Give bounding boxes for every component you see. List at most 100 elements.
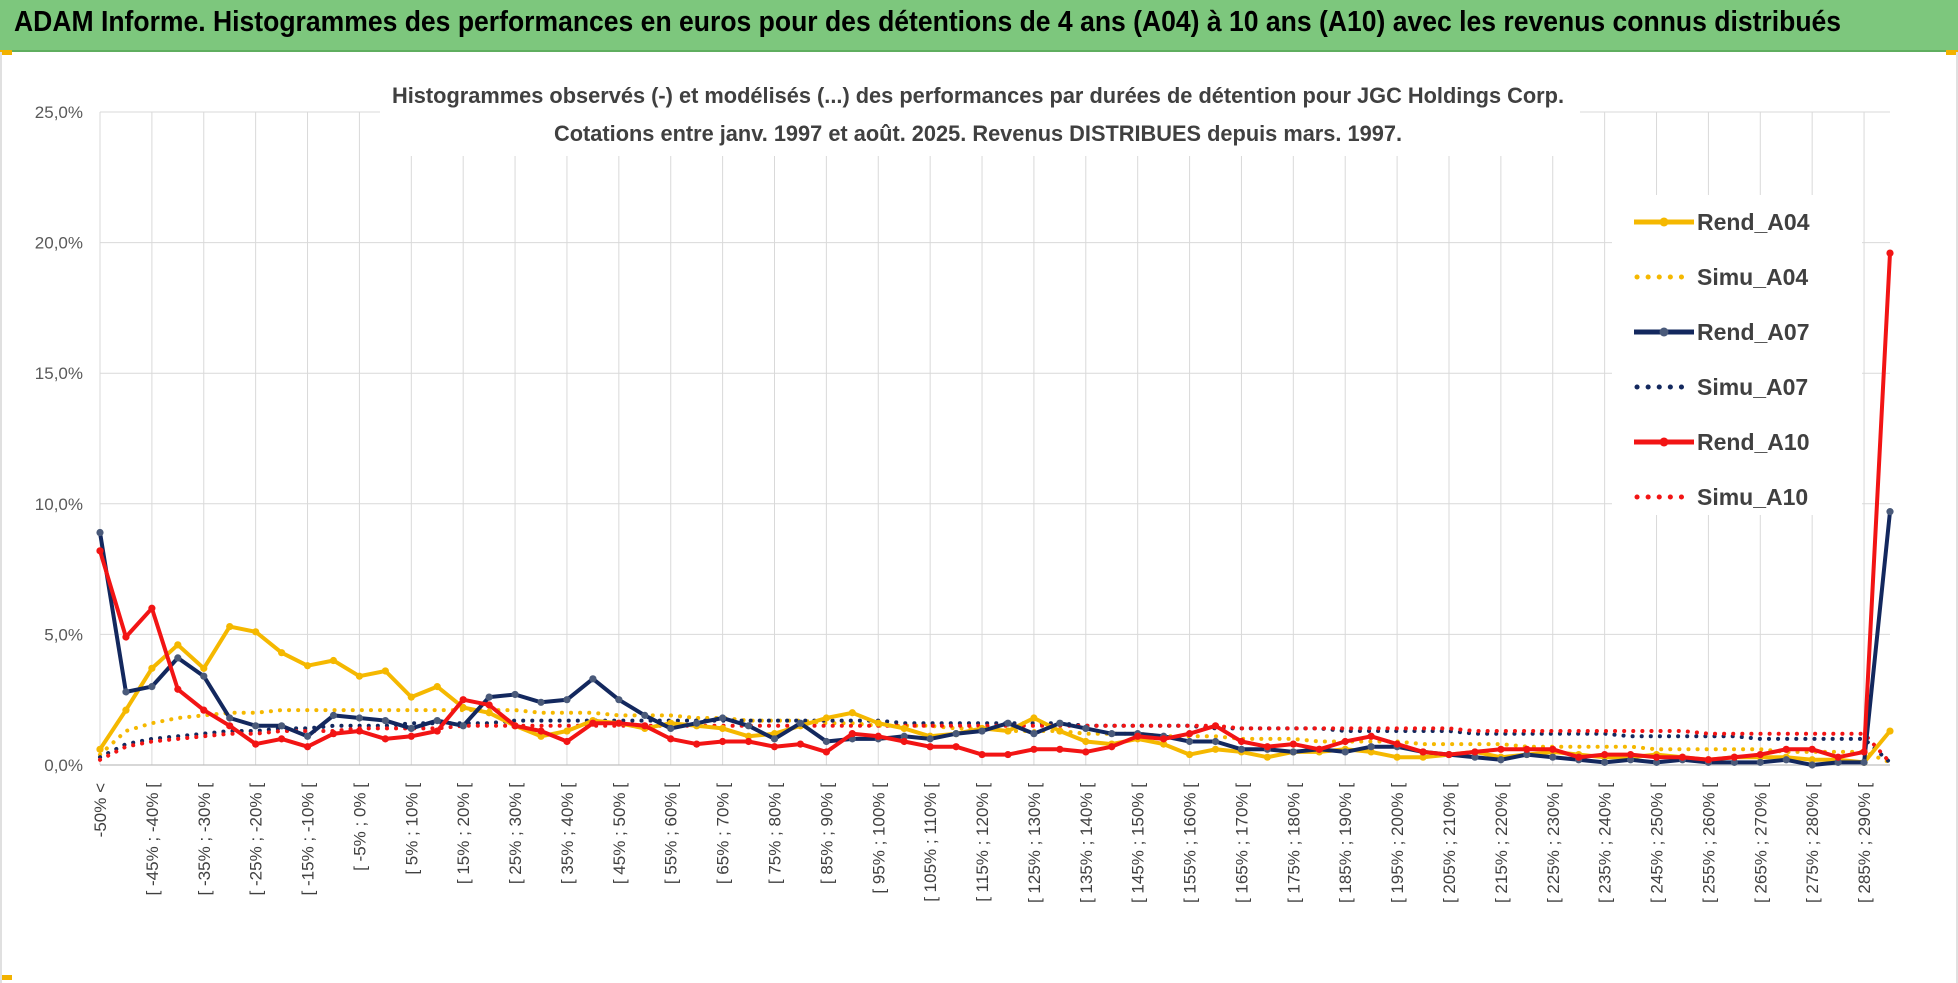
- data-point-rend_a10: [1886, 249, 1894, 257]
- x-tick-label: [ 5% ; 10% [: [402, 783, 421, 875]
- data-point-rend_a10: [1289, 740, 1297, 748]
- data-point-rend_a04: [1056, 727, 1064, 735]
- data-point-rend_a10: [407, 732, 415, 740]
- x-tick-label: [ 165% ; 170% [: [1232, 783, 1251, 903]
- legend-label: Rend_A07: [1697, 319, 1809, 345]
- legend-label: Simu_A07: [1697, 374, 1808, 400]
- y-tick-label: 5,0%: [44, 625, 83, 644]
- data-point-rend_a07: [1756, 758, 1764, 766]
- data-point-rend_a10: [1808, 745, 1816, 753]
- data-point-rend_a10: [226, 722, 234, 730]
- data-point-rend_a10: [589, 719, 597, 727]
- data-point-rend_a07: [1367, 743, 1375, 751]
- data-point-rend_a10: [355, 727, 364, 735]
- data-point-rend_a10: [1652, 753, 1661, 761]
- data-point-rend_a07: [355, 714, 364, 722]
- data-point-rend_a04: [122, 706, 130, 714]
- data-point-rend_a04: [848, 709, 856, 717]
- legend-label: Rend_A04: [1697, 209, 1810, 235]
- series-line-simu_a07: [98, 718, 1892, 765]
- x-tick-label: [ 25% ; 30% [: [506, 783, 525, 884]
- data-point-rend_a10: [1030, 745, 1038, 753]
- data-point-rend_a07: [1782, 756, 1790, 764]
- x-tick-label: [ 125% ; 130% [: [1025, 783, 1044, 903]
- x-tick-label: [ 205% ; 210% [: [1440, 783, 1459, 903]
- data-point-rend_a04: [1004, 727, 1012, 735]
- data-point-rend_a07: [1030, 730, 1038, 738]
- data-point-rend_a10: [874, 732, 882, 740]
- data-point-rend_a10: [1237, 737, 1246, 746]
- x-tick-label: [ -5% ; 0% [: [350, 783, 369, 871]
- data-point-rend_a10: [1263, 743, 1271, 751]
- x-tick-label: [ 175% ; 180% [: [1284, 783, 1303, 903]
- data-point-rend_a10: [148, 604, 156, 612]
- data-point-rend_a10: [537, 727, 545, 735]
- data-point-rend_a10: [693, 740, 701, 748]
- data-point-rend_a10: [719, 737, 727, 746]
- data-point-rend_a10: [1549, 745, 1557, 753]
- series-layer: [96, 249, 1894, 769]
- data-point-rend_a10: [1445, 750, 1453, 759]
- data-point-rend_a07: [615, 696, 623, 704]
- corner-mark-left: [0, 50, 12, 55]
- legend-box: [1612, 195, 1862, 515]
- chart-subtitle: Cotations entre janv. 1997 et août. 2025…: [554, 121, 1402, 146]
- data-point-rend_a04: [1263, 753, 1271, 761]
- data-point-rend_a10: [1782, 745, 1790, 753]
- data-point-rend_a07: [693, 719, 701, 727]
- data-point-rend_a07: [563, 696, 571, 704]
- data-point-rend_a07: [719, 714, 727, 722]
- data-point-rend_a10: [615, 719, 623, 727]
- data-point-rend_a10: [1601, 750, 1609, 759]
- x-tick-label: [ 65% ; 70% [: [714, 783, 733, 884]
- data-point-rend_a04: [433, 683, 441, 691]
- data-point-rend_a10: [1367, 732, 1375, 740]
- data-point-rend_a07: [1886, 508, 1894, 516]
- data-point-rend_a07: [1108, 730, 1116, 738]
- data-point-rend_a07: [1341, 748, 1349, 756]
- x-tick-label: [ 75% ; 80% [: [765, 783, 784, 884]
- data-point-rend_a10: [1134, 732, 1142, 740]
- x-tick-label: [ 265% ; 270% [: [1751, 783, 1770, 903]
- data-point-rend_a10: [822, 748, 830, 756]
- data-point-rend_a10: [381, 735, 389, 743]
- data-point-rend_a10: [1471, 748, 1479, 756]
- data-point-rend_a04: [1082, 737, 1090, 746]
- y-axis: 0,0% 5,0% 10,0% 15,0% 20,0% 25,0%: [35, 103, 83, 775]
- data-point-rend_a10: [641, 722, 649, 730]
- x-tick-label: [ 275% ; 280% [: [1803, 783, 1822, 903]
- data-point-rend_a07: [1523, 750, 1531, 759]
- data-point-rend_a10: [1341, 737, 1349, 746]
- data-point-rend_a10: [1185, 730, 1194, 738]
- x-tick-label: [ 105% ; 110% [: [921, 783, 940, 902]
- data-point-rend_a10: [174, 685, 182, 693]
- data-point-rend_a07: [1237, 745, 1246, 753]
- data-point-rend_a04: [485, 709, 493, 717]
- data-point-rend_a04: [874, 719, 882, 727]
- data-point-rend_a07: [952, 730, 960, 738]
- data-point-rend_a07: [1860, 758, 1868, 766]
- data-point-rend_a04: [1030, 714, 1038, 722]
- data-point-rend_a04: [719, 724, 727, 733]
- data-point-rend_a10: [1497, 745, 1505, 753]
- data-point-rend_a07: [537, 698, 545, 706]
- chart-frame: [0, 52, 1958, 983]
- x-tick-label: [ 45% ; 50% [: [610, 783, 629, 884]
- data-point-rend_a04: [1419, 753, 1427, 761]
- data-point-rend_a04: [407, 693, 415, 701]
- data-point-rend_a10: [667, 735, 675, 743]
- data-point-rend_a04: [1211, 745, 1220, 753]
- x-tick-label: [ 155% ; 160% [: [1181, 783, 1200, 903]
- title-backdrop: [380, 72, 1580, 156]
- legend-marker: [1659, 437, 1669, 447]
- report-banner: ADAM Informe. Histogrammes des performan…: [0, 0, 1958, 52]
- data-point-rend_a10: [1108, 743, 1116, 751]
- data-point-rend_a07: [796, 719, 805, 727]
- y-tick-label: 10,0%: [35, 495, 83, 514]
- data-point-rend_a10: [1626, 750, 1635, 759]
- x-tick-label: [ 195% ; 200% [: [1388, 783, 1407, 903]
- data-point-rend_a10: [952, 743, 960, 751]
- data-point-rend_a04: [329, 656, 338, 665]
- data-point-rend_a07: [822, 737, 830, 746]
- chart-title: Histogrammes observés (-) et modélisés (…: [392, 83, 1564, 108]
